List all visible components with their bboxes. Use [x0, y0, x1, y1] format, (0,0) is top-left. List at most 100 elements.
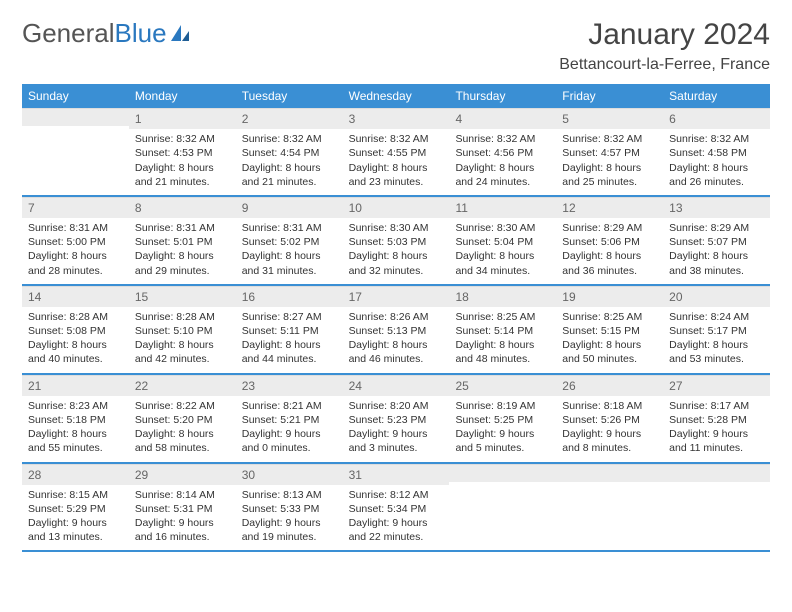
brand-sail-icon	[169, 23, 191, 45]
day-number: 17	[343, 286, 450, 307]
sunrise-text: Sunrise: 8:28 AM	[135, 310, 230, 324]
day-body: Sunrise: 8:32 AMSunset: 4:56 PMDaylight:…	[449, 129, 556, 195]
daylight-text-1: Daylight: 8 hours	[28, 249, 123, 263]
sunrise-text: Sunrise: 8:12 AM	[349, 488, 444, 502]
sunrise-text: Sunrise: 8:31 AM	[242, 221, 337, 235]
sunrise-text: Sunrise: 8:28 AM	[28, 310, 123, 324]
daylight-text-1: Daylight: 8 hours	[242, 338, 337, 352]
daylight-text-1: Daylight: 8 hours	[669, 161, 764, 175]
sunrise-text: Sunrise: 8:32 AM	[242, 132, 337, 146]
day-number: 3	[343, 108, 450, 129]
sunrise-text: Sunrise: 8:30 AM	[455, 221, 550, 235]
day-body: Sunrise: 8:17 AMSunset: 5:28 PMDaylight:…	[663, 396, 770, 462]
day-number: 30	[236, 464, 343, 485]
sunrise-text: Sunrise: 8:24 AM	[669, 310, 764, 324]
daylight-text-2: and 31 minutes.	[242, 264, 337, 278]
day-body: Sunrise: 8:19 AMSunset: 5:25 PMDaylight:…	[449, 396, 556, 462]
sunrise-text: Sunrise: 8:31 AM	[28, 221, 123, 235]
sunrise-text: Sunrise: 8:29 AM	[669, 221, 764, 235]
brand-part1: General	[22, 18, 115, 48]
day-cell: 19 Sunrise: 8:25 AMSunset: 5:15 PMDayligh…	[556, 286, 663, 373]
day-body: Sunrise: 8:25 AMSunset: 5:14 PMDaylight:…	[449, 307, 556, 373]
daylight-text-1: Daylight: 9 hours	[669, 427, 764, 441]
day-number: 29	[129, 464, 236, 485]
sunset-text: Sunset: 5:01 PM	[135, 235, 230, 249]
sunrise-text: Sunrise: 8:26 AM	[349, 310, 444, 324]
sunrise-text: Sunrise: 8:31 AM	[135, 221, 230, 235]
sunset-text: Sunset: 4:57 PM	[562, 146, 657, 160]
day-number: 25	[449, 375, 556, 396]
day-cell: 14Sunrise: 8:28 AMSunset: 5:08 PMDayligh…	[22, 286, 129, 373]
day-number: 24	[343, 375, 450, 396]
daylight-text-1: Daylight: 8 hours	[562, 249, 657, 263]
daylight-text-2: and 28 minutes.	[28, 264, 123, 278]
daylight-text-1: Daylight: 9 hours	[562, 427, 657, 441]
sunset-text: Sunset: 5:31 PM	[135, 502, 230, 516]
sunrise-text: Sunrise: 8:25 AM	[455, 310, 550, 324]
day-body: Sunrise: 8:15 AMSunset: 5:29 PMDaylight:…	[22, 485, 129, 551]
day-cell: 24Sunrise: 8:20 AMSunset: 5:23 PMDayligh…	[343, 375, 450, 462]
day-cell	[449, 464, 556, 551]
day-body: Sunrise: 8:31 AMSunset: 5:01 PMDaylight:…	[129, 218, 236, 284]
day-body: Sunrise: 8:32 AMSunset: 4:54 PMDaylight:…	[236, 129, 343, 195]
day-cell: 17Sunrise: 8:26 AMSunset: 5:13 PMDayligh…	[343, 286, 450, 373]
daylight-text-2: and 58 minutes.	[135, 441, 230, 455]
day-body: Sunrise: 8:24 AMSunset: 5:17 PMDaylight:…	[663, 307, 770, 373]
day-cell: 8Sunrise: 8:31 AMSunset: 5:01 PMDaylight…	[129, 197, 236, 284]
day-body: Sunrise: 8:26 AMSunset: 5:13 PMDaylight:…	[343, 307, 450, 373]
day-body: Sunrise: 8:32 AMSunset: 4:58 PMDaylight:…	[663, 129, 770, 195]
day-number: 15	[129, 286, 236, 307]
day-number: 22	[129, 375, 236, 396]
daylight-text-2: and 48 minutes.	[455, 352, 550, 366]
day-cell: 18Sunrise: 8:25 AMSunset: 5:14 PMDayligh…	[449, 286, 556, 373]
day-number: 19	[556, 286, 663, 307]
daylight-text-2: and 22 minutes.	[349, 530, 444, 544]
day-number: 21	[22, 375, 129, 396]
daylight-text-2: and 24 minutes.	[455, 175, 550, 189]
sunset-text: Sunset: 5:08 PM	[28, 324, 123, 338]
day-body: Sunrise: 8:31 AMSunset: 5:02 PMDaylight:…	[236, 218, 343, 284]
sunrise-text: Sunrise: 8:15 AM	[28, 488, 123, 502]
sunset-text: Sunset: 5:15 PM	[562, 324, 657, 338]
day-cell: 26Sunrise: 8:18 AMSunset: 5:26 PMDayligh…	[556, 375, 663, 462]
day-cell	[22, 108, 129, 195]
day-number: 12	[556, 197, 663, 218]
daylight-text-2: and 29 minutes.	[135, 264, 230, 278]
day-cell: 13Sunrise: 8:29 AMSunset: 5:07 PMDayligh…	[663, 197, 770, 284]
daylight-text-2: and 32 minutes.	[349, 264, 444, 278]
day-number: 10	[343, 197, 450, 218]
daylight-text-2: and 34 minutes.	[455, 264, 550, 278]
day-body: Sunrise: 8:13 AMSunset: 5:33 PMDaylight:…	[236, 485, 343, 551]
daylight-text-1: Daylight: 8 hours	[242, 249, 337, 263]
day-number: 31	[343, 464, 450, 485]
daylight-text-1: Daylight: 9 hours	[242, 516, 337, 530]
day-body: Sunrise: 8:23 AMSunset: 5:18 PMDaylight:…	[22, 396, 129, 462]
day-cell: 3Sunrise: 8:32 AMSunset: 4:55 PMDaylight…	[343, 108, 450, 195]
day-number: 28	[22, 464, 129, 485]
calendar-grid: SundayMondayTuesdayWednesdayThursdayFrid…	[22, 84, 770, 552]
sunset-text: Sunset: 5:25 PM	[455, 413, 550, 427]
day-number: 6	[663, 108, 770, 129]
day-body: Sunrise: 8:20 AMSunset: 5:23 PMDaylight:…	[343, 396, 450, 462]
sunrise-text: Sunrise: 8:23 AM	[28, 399, 123, 413]
sunrise-text: Sunrise: 8:27 AM	[242, 310, 337, 324]
weekday-header: Friday	[556, 84, 663, 108]
day-body: Sunrise: 8:31 AMSunset: 5:00 PMDaylight:…	[22, 218, 129, 284]
day-number	[449, 464, 556, 482]
day-number: 7	[22, 197, 129, 218]
day-body: Sunrise: 8:32 AMSunset: 4:57 PMDaylight:…	[556, 129, 663, 195]
daylight-text-1: Daylight: 8 hours	[135, 249, 230, 263]
day-cell: 12Sunrise: 8:29 AMSunset: 5:06 PMDayligh…	[556, 197, 663, 284]
sunrise-text: Sunrise: 8:13 AM	[242, 488, 337, 502]
daylight-text-1: Daylight: 8 hours	[562, 338, 657, 352]
sunrise-text: Sunrise: 8:25 AM	[562, 310, 657, 324]
sunrise-text: Sunrise: 8:20 AM	[349, 399, 444, 413]
sunrise-text: Sunrise: 8:32 AM	[349, 132, 444, 146]
day-cell: 7Sunrise: 8:31 AMSunset: 5:00 PMDaylight…	[22, 197, 129, 284]
sunset-text: Sunset: 4:58 PM	[669, 146, 764, 160]
sunrise-text: Sunrise: 8:22 AM	[135, 399, 230, 413]
day-number: 23	[236, 375, 343, 396]
daylight-text-1: Daylight: 8 hours	[242, 161, 337, 175]
day-body: Sunrise: 8:32 AMSunset: 4:53 PMDaylight:…	[129, 129, 236, 195]
week-row: 21Sunrise: 8:23 AMSunset: 5:18 PMDayligh…	[22, 375, 770, 464]
